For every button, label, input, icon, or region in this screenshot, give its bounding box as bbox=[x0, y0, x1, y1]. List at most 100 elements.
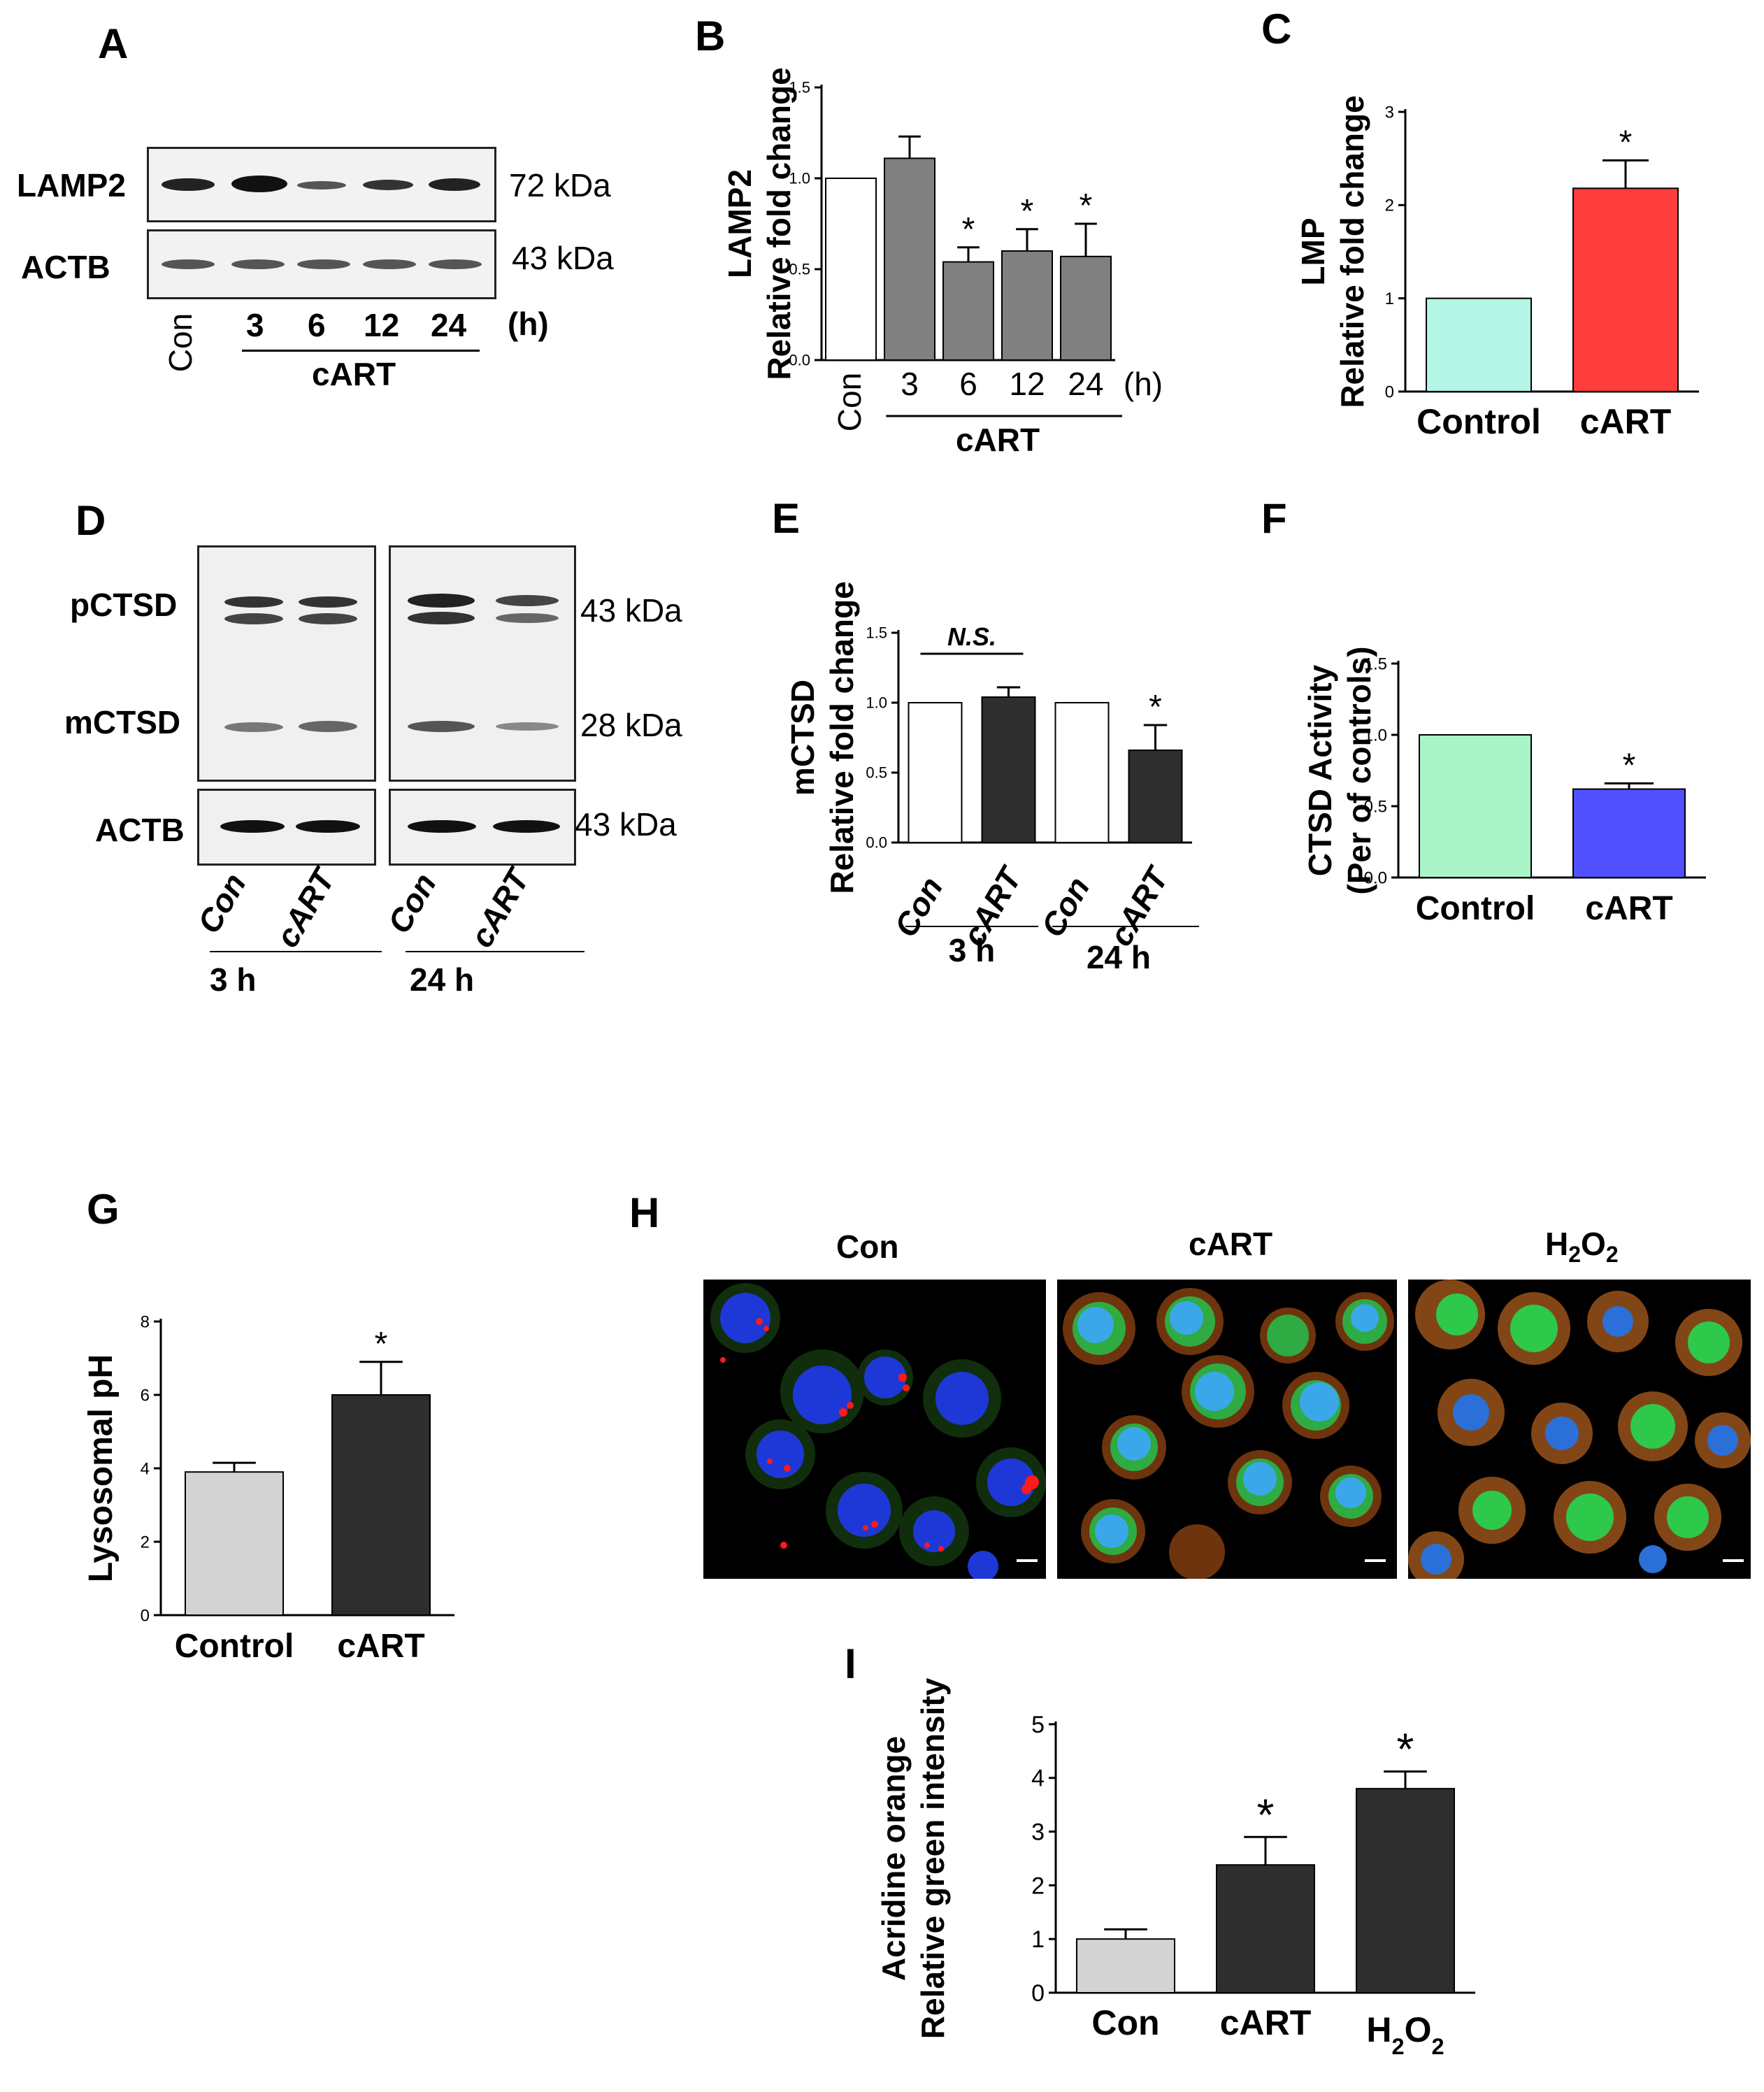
y-tick-label: 1.0 bbox=[789, 170, 810, 187]
y-tick-label: 2 bbox=[1385, 196, 1394, 215]
image-con bbox=[703, 1280, 1046, 1579]
panel-d-letter: D bbox=[76, 497, 106, 544]
chart-i: I 0 1 2 3 4 5 Acridine orange Relative green int… bbox=[845, 1640, 1475, 2059]
y-tick-label: 3 bbox=[1031, 1819, 1045, 1846]
blot-d-28kda: 28 kDa bbox=[580, 707, 682, 743]
y-tick-label: 2 bbox=[1031, 1872, 1045, 1899]
blot-d-43kda-top: 43 kDa bbox=[580, 592, 682, 629]
blot-a-lane-con: Con bbox=[162, 313, 199, 373]
chart-c: C 0 1 2 3 LMP Relative fold change Control * cART bbox=[1261, 6, 1699, 441]
blot-a-lane-3: 3 bbox=[246, 307, 264, 343]
bar bbox=[1419, 734, 1532, 878]
y-tick-label: 0 bbox=[141, 1606, 150, 1625]
bar bbox=[1128, 750, 1183, 843]
blot-a-lane-6: 6 bbox=[308, 307, 326, 343]
bar bbox=[1216, 1864, 1315, 1993]
significance-marker: * bbox=[1021, 193, 1034, 230]
blot-a-actb-label: ACTB bbox=[21, 249, 110, 285]
blot-d-pctsd-label: pCTSD bbox=[70, 587, 178, 623]
y-tick-label: 6 bbox=[141, 1386, 150, 1405]
bar bbox=[1060, 255, 1112, 361]
y-axis-label: Lysosomal pH bbox=[83, 1354, 120, 1582]
blot-a-actb bbox=[147, 229, 496, 299]
bar bbox=[884, 157, 935, 361]
y-axis-label: LAMP2 bbox=[722, 169, 758, 278]
y-tick-label: 0.0 bbox=[1364, 868, 1387, 887]
x-tick-label: Control bbox=[1417, 402, 1541, 441]
bar bbox=[1572, 187, 1679, 392]
y-axis-label: Relative fold change bbox=[761, 67, 797, 380]
blot-a-lamp2-label: LAMP2 bbox=[17, 167, 126, 203]
blot-a-43kda: 43 kDa bbox=[512, 240, 614, 276]
cells-cart bbox=[1063, 1288, 1394, 1579]
panel-i-letter: I bbox=[845, 1640, 856, 1687]
panel-h-letter: H bbox=[629, 1189, 660, 1236]
x-tick-label: 24 bbox=[1068, 366, 1103, 402]
significance-marker: * bbox=[1149, 689, 1162, 726]
blot-d-lane-con-1: Con bbox=[190, 867, 253, 940]
x-tick-label: Control bbox=[175, 1628, 294, 1665]
x-tick-label: 12 bbox=[1009, 366, 1045, 402]
x-tick-label: cART bbox=[1102, 859, 1177, 952]
cells-h2o2 bbox=[1408, 1280, 1751, 1579]
blot-a-unit: (h) bbox=[508, 306, 549, 342]
blot-d-lane-cart-1: cART bbox=[268, 863, 342, 954]
panel-e-letter: E bbox=[772, 495, 800, 542]
y-tick-label: 1.0 bbox=[1364, 726, 1387, 745]
y-tick-label: 3 bbox=[1385, 103, 1394, 122]
bar bbox=[1076, 1938, 1175, 1994]
blot-a-lane-12: 12 bbox=[364, 307, 400, 343]
group-label: 3 h bbox=[949, 932, 995, 968]
y-tick-label: 0.5 bbox=[1364, 797, 1387, 816]
blot-d-left bbox=[197, 545, 376, 782]
bar bbox=[331, 1394, 431, 1616]
image-label-cart: cART bbox=[1189, 1226, 1273, 1262]
group-label: 24 h bbox=[1087, 939, 1151, 975]
y-tick-label: 1.5 bbox=[1364, 654, 1387, 673]
chart-e: E 0.0 0.5 1.0 1.5 mCTSD Relative fold change Co… bbox=[772, 495, 1199, 975]
y-tick-label: 5 bbox=[1031, 1712, 1045, 1738]
panel-c-letter: C bbox=[1261, 6, 1291, 52]
x-tick-label: Con bbox=[887, 871, 950, 943]
y-axis-label: Acridine orange bbox=[875, 1736, 912, 1981]
blot-d-actb-label: ACTB bbox=[95, 812, 185, 848]
group-label: cART bbox=[956, 422, 1040, 458]
panel-b-letter: B bbox=[695, 13, 725, 59]
blot-d-lane-con-2: Con bbox=[380, 867, 443, 940]
y-axis-label: CTSD Activity bbox=[1302, 664, 1338, 876]
y-tick-label: 1 bbox=[1385, 289, 1394, 308]
panel-f-letter: F bbox=[1261, 495, 1287, 542]
chart-f: F 0.0 0.5 1.0 1.5 CTSD Activity (Per of contro… bbox=[1261, 495, 1706, 927]
bar bbox=[185, 1471, 284, 1616]
y-axis-label: Relative fold change bbox=[824, 581, 860, 894]
significance-marker: * bbox=[962, 211, 975, 248]
x-tick-label: cART bbox=[337, 1628, 424, 1665]
blot-d-actb-left bbox=[197, 789, 376, 866]
y-tick-label: 0 bbox=[1031, 1980, 1045, 2007]
ns-label: N.S. bbox=[947, 622, 996, 651]
y-tick-label: 0 bbox=[1385, 382, 1394, 401]
y-tick-label: 2 bbox=[141, 1533, 150, 1552]
y-tick-label: 4 bbox=[1031, 1765, 1045, 1792]
significance-marker: * bbox=[1619, 124, 1633, 161]
significance-marker: * bbox=[1397, 1724, 1414, 1775]
significance-marker: * bbox=[1080, 187, 1093, 224]
x-unit-label: (h) bbox=[1124, 366, 1163, 402]
image-cart bbox=[1057, 1280, 1397, 1579]
y-tick-label: 1.5 bbox=[866, 624, 887, 642]
y-axis-label: Relative fold change bbox=[1334, 95, 1370, 408]
y-tick-label: 0.0 bbox=[866, 834, 887, 852]
x-tick-label: 3 bbox=[901, 366, 919, 402]
bar bbox=[908, 702, 963, 843]
blot-a-lane-24: 24 bbox=[431, 307, 467, 343]
blot-a-group-label: cART bbox=[312, 356, 396, 392]
chart-b: B 0.0 0.5 1.0 1.5 LAMP2 Relative fold change Co… bbox=[695, 13, 1163, 458]
x-tick-label: cART bbox=[1585, 890, 1672, 927]
x-tick-label: cART bbox=[1580, 402, 1672, 441]
y-axis-label: LMP bbox=[1295, 217, 1331, 285]
x-tick-label: cART bbox=[1220, 2003, 1312, 2042]
blot-d-mctsd-label: mCTSD bbox=[64, 704, 181, 740]
y-axis-label: (Per of controls) bbox=[1341, 646, 1377, 894]
bar bbox=[825, 178, 877, 361]
chart-g: G 0 2 4 6 8 Lysosomal pH Control * cART bbox=[83, 1186, 454, 1665]
